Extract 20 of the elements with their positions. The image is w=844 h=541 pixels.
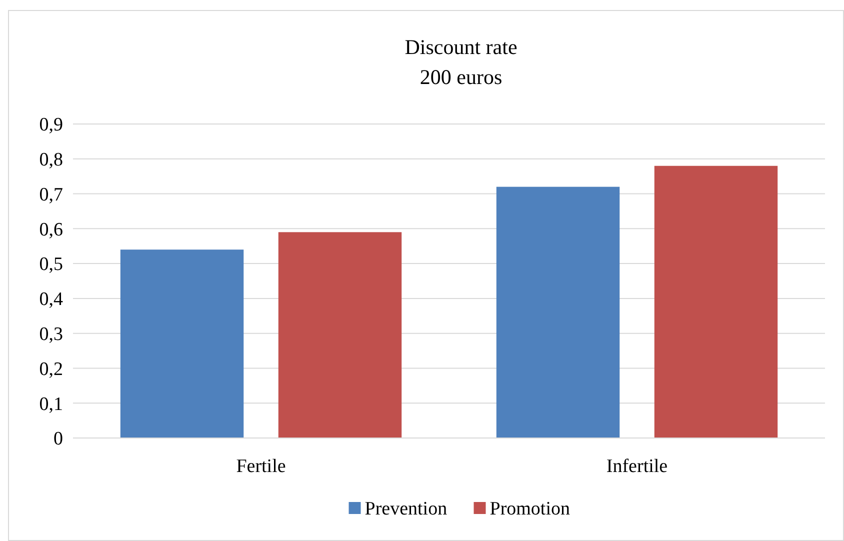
y-tick-label: 0 bbox=[54, 428, 63, 450]
y-tick-label: 0,1 bbox=[39, 394, 63, 415]
legend-label: Promotion bbox=[490, 498, 570, 520]
bar bbox=[496, 186, 620, 438]
y-tick-label: 0,4 bbox=[39, 289, 64, 310]
chart-subtitle: 200 euros bbox=[420, 65, 502, 89]
bar bbox=[654, 166, 778, 438]
y-tick-label: 0,7 bbox=[39, 184, 63, 206]
bar bbox=[120, 250, 244, 438]
y-tick-label: 0,6 bbox=[39, 219, 63, 240]
legend-label: Prevention bbox=[364, 498, 448, 520]
y-tick-label: 0,3 bbox=[39, 324, 63, 345]
y-tick-label: 0,2 bbox=[39, 358, 63, 380]
chart-title: Discount rate bbox=[404, 35, 518, 59]
bar bbox=[278, 232, 402, 438]
y-tick-label: 0,8 bbox=[39, 150, 63, 171]
x-tick-label: Fertile bbox=[236, 456, 286, 477]
x-tick-label: Infertile bbox=[606, 456, 668, 477]
y-tick-label: 0,9 bbox=[39, 114, 63, 136]
y-tick-label: 0,5 bbox=[39, 254, 63, 276]
